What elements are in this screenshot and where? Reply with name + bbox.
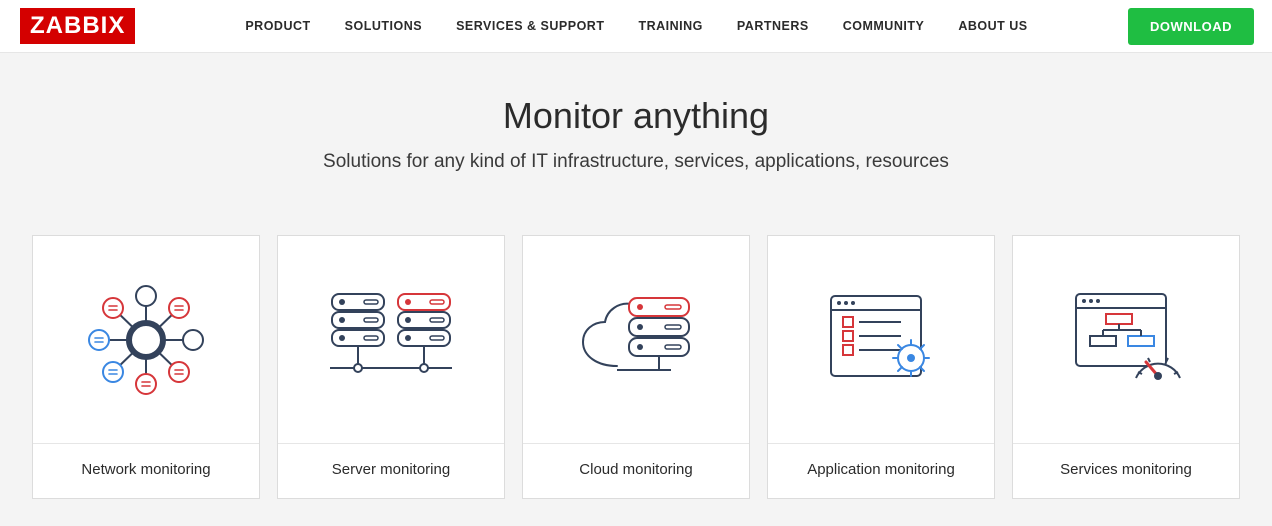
network-icon [33, 236, 259, 444]
card-services[interactable]: Services monitoring [1012, 235, 1240, 499]
hero-subtitle: Solutions for any kind of IT infrastruct… [0, 151, 1272, 173]
main-nav: PRODUCT SOLUTIONS SERVICES & SUPPORT TRA… [245, 19, 1128, 33]
card-label: Cloud monitoring [523, 444, 749, 498]
hero: Monitor anything Solutions for any kind … [0, 53, 1272, 195]
card-server[interactable]: Server monitoring [277, 235, 505, 499]
server-icon [278, 236, 504, 444]
card-label: Network monitoring [33, 444, 259, 498]
download-button[interactable]: DOWNLOAD [1128, 8, 1254, 45]
nav-product[interactable]: PRODUCT [245, 19, 310, 33]
nav-partners[interactable]: PARTNERS [737, 19, 809, 33]
hero-title: Monitor anything [0, 95, 1272, 137]
top-bar: ZABBIX PRODUCT SOLUTIONS SERVICES & SUPP… [0, 0, 1272, 53]
card-label: Server monitoring [278, 444, 504, 498]
card-label: Application monitoring [768, 444, 994, 498]
nav-solutions[interactable]: SOLUTIONS [345, 19, 422, 33]
nav-training[interactable]: TRAINING [638, 19, 702, 33]
nav-community[interactable]: COMMUNITY [843, 19, 925, 33]
application-icon [768, 236, 994, 444]
services-icon [1013, 236, 1239, 444]
nav-about[interactable]: ABOUT US [958, 19, 1027, 33]
nav-services[interactable]: SERVICES & SUPPORT [456, 19, 604, 33]
brand-logo[interactable]: ZABBIX [20, 8, 135, 44]
card-cloud[interactable]: Cloud monitoring [522, 235, 750, 499]
cards-row: Network monitoring [0, 195, 1272, 519]
card-application[interactable]: Application monitoring [767, 235, 995, 499]
cloud-icon [523, 236, 749, 444]
card-label: Services monitoring [1013, 444, 1239, 498]
card-network[interactable]: Network monitoring [32, 235, 260, 499]
